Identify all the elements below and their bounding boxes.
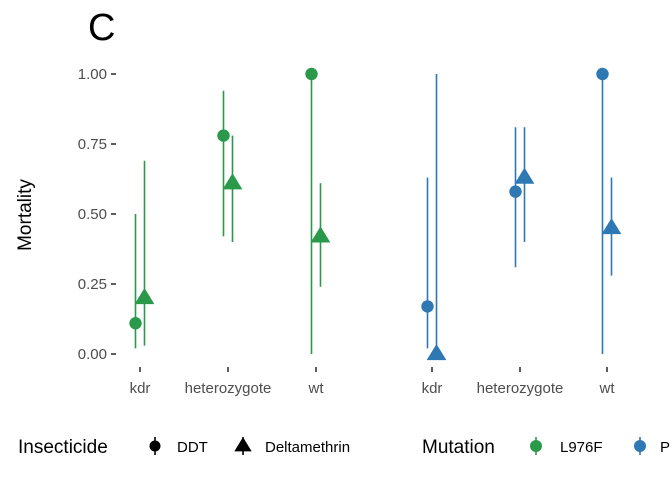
- legend-key-circle: [149, 440, 161, 452]
- x-tick-label: kdr: [130, 380, 151, 397]
- x-tick-label: kdr: [422, 380, 443, 397]
- x-tick-label: wt: [308, 380, 325, 397]
- y-tick-label: 0.25: [78, 276, 107, 293]
- y-axis-title: Mortality: [15, 179, 36, 251]
- y-tick-label: 0.75: [78, 136, 107, 153]
- data-point-triangle: [310, 226, 331, 243]
- legend-key-circle: [530, 440, 542, 452]
- data-point-circle: [596, 67, 609, 81]
- data-point-triangle: [514, 167, 535, 184]
- legend-key-triangle: [234, 437, 252, 452]
- legend-title-mutation: Mutation: [422, 437, 495, 458]
- y-axis: 0.00 0.25 0.50 0.75 1.00: [78, 66, 116, 363]
- legend-title-insecticide: Insecticide: [18, 437, 108, 458]
- legend: Insecticide DDT Deltamethrin Mutation L976F P: [18, 437, 670, 458]
- data-point-circle: [217, 129, 230, 142]
- y-tick-label: 0.50: [78, 206, 107, 223]
- legend-label-deltamethrin: Deltamethrin: [265, 439, 350, 456]
- data-point-triangle: [134, 287, 155, 305]
- x-tick-label: heterozygote: [477, 380, 564, 397]
- plot-marks: [129, 67, 622, 361]
- y-tick-label: 1.00: [78, 66, 107, 83]
- data-point-circle: [305, 67, 318, 81]
- legend-label-ddt: DDT: [177, 439, 208, 456]
- data-point-triangle: [222, 173, 243, 190]
- x-axis: kdr heterozygote wt kdr heterozygote wt: [130, 367, 616, 397]
- legend-label-p: P: [660, 439, 670, 456]
- panel-tag: C: [88, 7, 115, 49]
- data-point-circle: [509, 185, 522, 198]
- data-point-circle: [129, 317, 142, 330]
- legend-label-l976f: L976F: [560, 439, 603, 456]
- data-point-triangle: [601, 217, 622, 235]
- y-tick-label: 0.00: [78, 346, 107, 363]
- legend-key-circle: [634, 440, 646, 452]
- x-tick-label: heterozygote: [185, 380, 272, 397]
- data-point-triangle: [426, 343, 447, 361]
- x-tick-label: wt: [599, 380, 616, 397]
- data-point-circle: [421, 300, 434, 313]
